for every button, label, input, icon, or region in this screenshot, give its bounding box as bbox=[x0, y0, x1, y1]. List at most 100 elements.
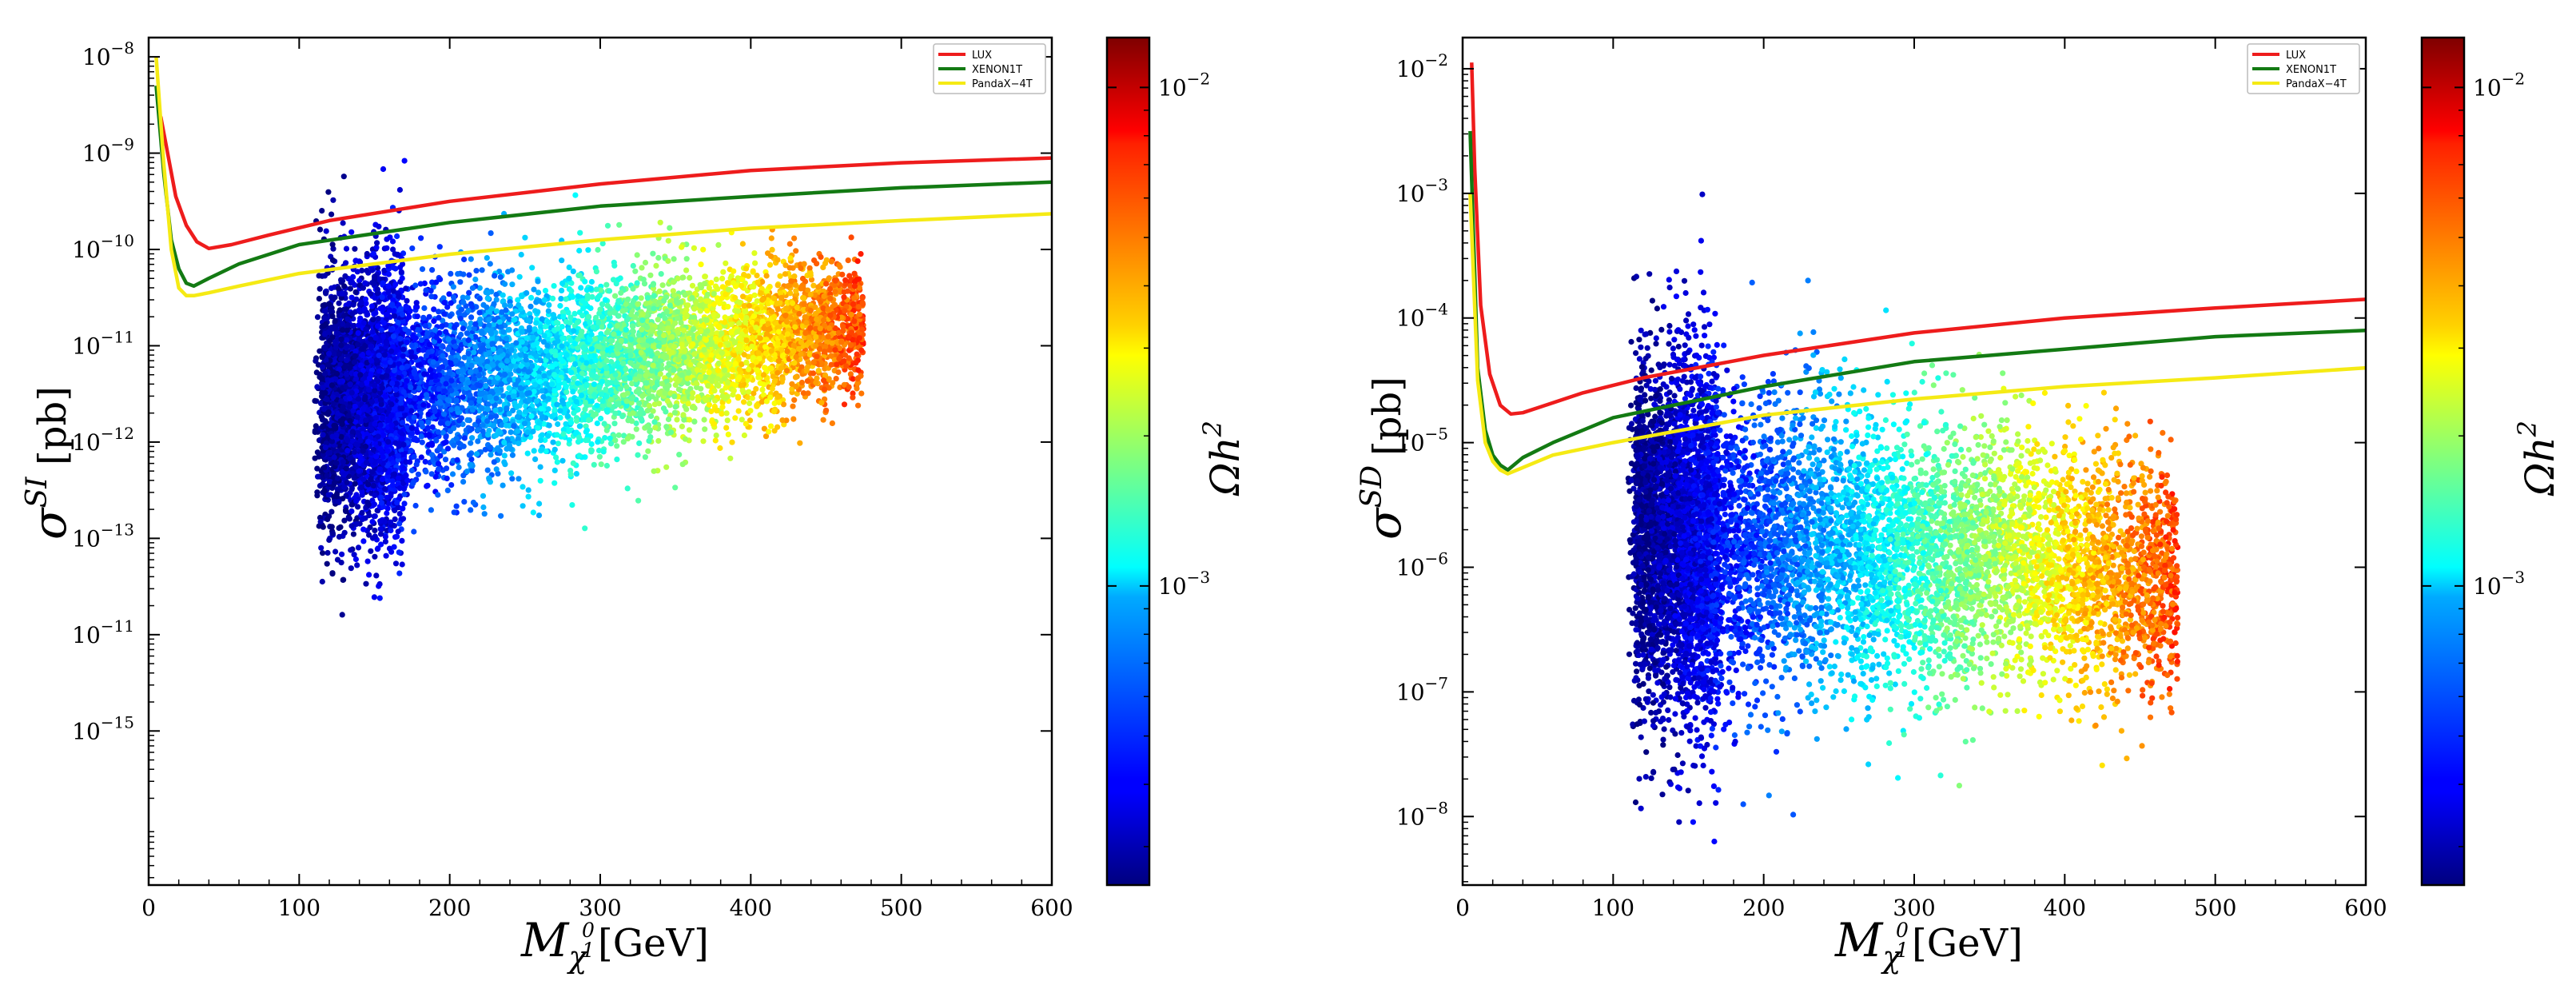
si-scatter-point bbox=[545, 308, 551, 314]
si-scatter-point bbox=[473, 268, 480, 274]
si-scatter-point bbox=[450, 293, 457, 301]
si-scatter-point bbox=[806, 265, 813, 271]
si-scatter-point bbox=[674, 417, 680, 423]
si-scatter-point bbox=[595, 246, 601, 253]
si-scatter-point bbox=[662, 315, 668, 321]
si-scatter-point bbox=[555, 421, 561, 428]
si-scatter-point bbox=[576, 453, 583, 459]
si-scatter-point bbox=[612, 410, 619, 417]
si-scatter-point bbox=[665, 237, 671, 244]
si-scatter-point bbox=[431, 318, 437, 325]
si-scatter-point bbox=[630, 262, 636, 269]
si-scatter-point bbox=[348, 565, 354, 572]
si-scatter-point bbox=[404, 297, 410, 304]
si-scatter-point bbox=[314, 384, 321, 390]
si-scatter-point bbox=[610, 277, 617, 283]
si-scatter-point bbox=[431, 306, 437, 313]
si-scatter-point bbox=[528, 303, 534, 309]
si-scatter-point bbox=[376, 595, 383, 601]
si-scatter-point bbox=[392, 516, 398, 523]
si-scatter-point bbox=[747, 417, 754, 424]
si-scatter-point bbox=[671, 256, 677, 262]
si-scatter-point bbox=[520, 503, 526, 509]
si-scatter-point bbox=[585, 247, 591, 253]
si-scatter-point bbox=[570, 268, 576, 274]
si-scatter-point bbox=[525, 493, 532, 500]
si-scatter-point bbox=[827, 285, 834, 292]
si-scatter-point bbox=[460, 294, 466, 301]
si-scatter-point bbox=[325, 189, 332, 195]
si-scatter-point bbox=[423, 469, 429, 475]
si-scatter-point bbox=[341, 517, 348, 524]
si-scatter-point bbox=[691, 245, 698, 251]
si-scatter-point bbox=[624, 485, 631, 492]
si-scatter-point bbox=[763, 273, 770, 279]
si-scatter-point bbox=[468, 468, 476, 474]
si-scatter-point bbox=[848, 234, 854, 241]
si-scatter-point bbox=[766, 284, 773, 290]
si-scatter-point bbox=[777, 273, 783, 279]
si-scatter-point bbox=[388, 548, 395, 555]
si-scatter-point bbox=[464, 294, 471, 301]
si-scatter-point bbox=[373, 572, 380, 579]
si-scatter-point bbox=[469, 435, 476, 441]
si-scatter-point bbox=[403, 285, 409, 292]
si-scatter-point bbox=[328, 211, 335, 217]
si-scatter-point bbox=[436, 309, 442, 315]
si-scatter-point bbox=[614, 457, 620, 463]
si-scatter-point bbox=[408, 467, 415, 474]
si-scatter-point bbox=[653, 262, 659, 269]
si-scatter-point bbox=[588, 278, 595, 285]
si-scatter-point bbox=[450, 284, 457, 290]
si-scatter-point bbox=[356, 277, 363, 284]
si-scatter-point bbox=[408, 393, 414, 400]
si-scatter-point bbox=[314, 314, 321, 321]
si-scatter-point bbox=[665, 257, 671, 265]
si-scatter-point bbox=[460, 479, 467, 485]
si-scatter-point bbox=[768, 235, 774, 241]
si-scatter-point bbox=[650, 250, 656, 257]
si-scatter-point bbox=[752, 260, 758, 266]
si-scatter-point bbox=[350, 531, 356, 537]
si-scatter-point bbox=[667, 225, 673, 231]
si-scatter-point bbox=[854, 258, 861, 265]
si-scatter-point bbox=[359, 516, 366, 523]
si-scatter-point bbox=[614, 443, 620, 449]
si-scatter-point bbox=[377, 526, 384, 532]
si-scatter-point bbox=[330, 245, 336, 252]
si-scatter-point bbox=[700, 246, 707, 253]
si-scatter-point bbox=[550, 295, 556, 301]
si-scatter-point bbox=[829, 420, 835, 427]
si-scatter-point bbox=[794, 390, 800, 397]
si-scatter-point bbox=[436, 314, 442, 321]
si-scatter-point bbox=[759, 386, 766, 393]
si-scatter-point bbox=[551, 283, 557, 289]
si-scatter-point bbox=[313, 369, 320, 376]
si-scatter-point bbox=[544, 342, 551, 349]
si-scatter-point bbox=[429, 267, 436, 273]
si-scatter-point bbox=[371, 513, 377, 520]
si-scatter-point bbox=[528, 294, 535, 301]
si-scatter-point bbox=[468, 440, 474, 446]
si-scatter-point bbox=[576, 272, 583, 278]
si-scatter-point bbox=[324, 560, 330, 567]
si-scatter-point bbox=[559, 324, 565, 330]
si-scatter-point bbox=[502, 281, 508, 287]
si-scatter-point bbox=[436, 445, 443, 452]
si-scatter-point bbox=[591, 461, 597, 468]
si-scatter-point bbox=[713, 433, 719, 439]
si-scatter-point bbox=[472, 276, 479, 283]
si-scatter-point bbox=[476, 285, 483, 291]
si-scatter-point bbox=[366, 572, 372, 578]
si-scatter-point bbox=[319, 208, 325, 214]
si-scatter-point bbox=[460, 394, 466, 401]
si-scatter-point bbox=[449, 471, 456, 477]
si-scatter-point bbox=[451, 509, 457, 516]
si-scatter-point bbox=[340, 220, 346, 226]
si-scatter-point bbox=[559, 257, 565, 264]
si-scatter-point bbox=[493, 291, 500, 298]
si-scatter-point bbox=[681, 396, 687, 402]
si-scatter-point bbox=[490, 321, 497, 328]
si-scatter-point bbox=[739, 241, 747, 247]
si-scatter-point bbox=[577, 229, 583, 236]
